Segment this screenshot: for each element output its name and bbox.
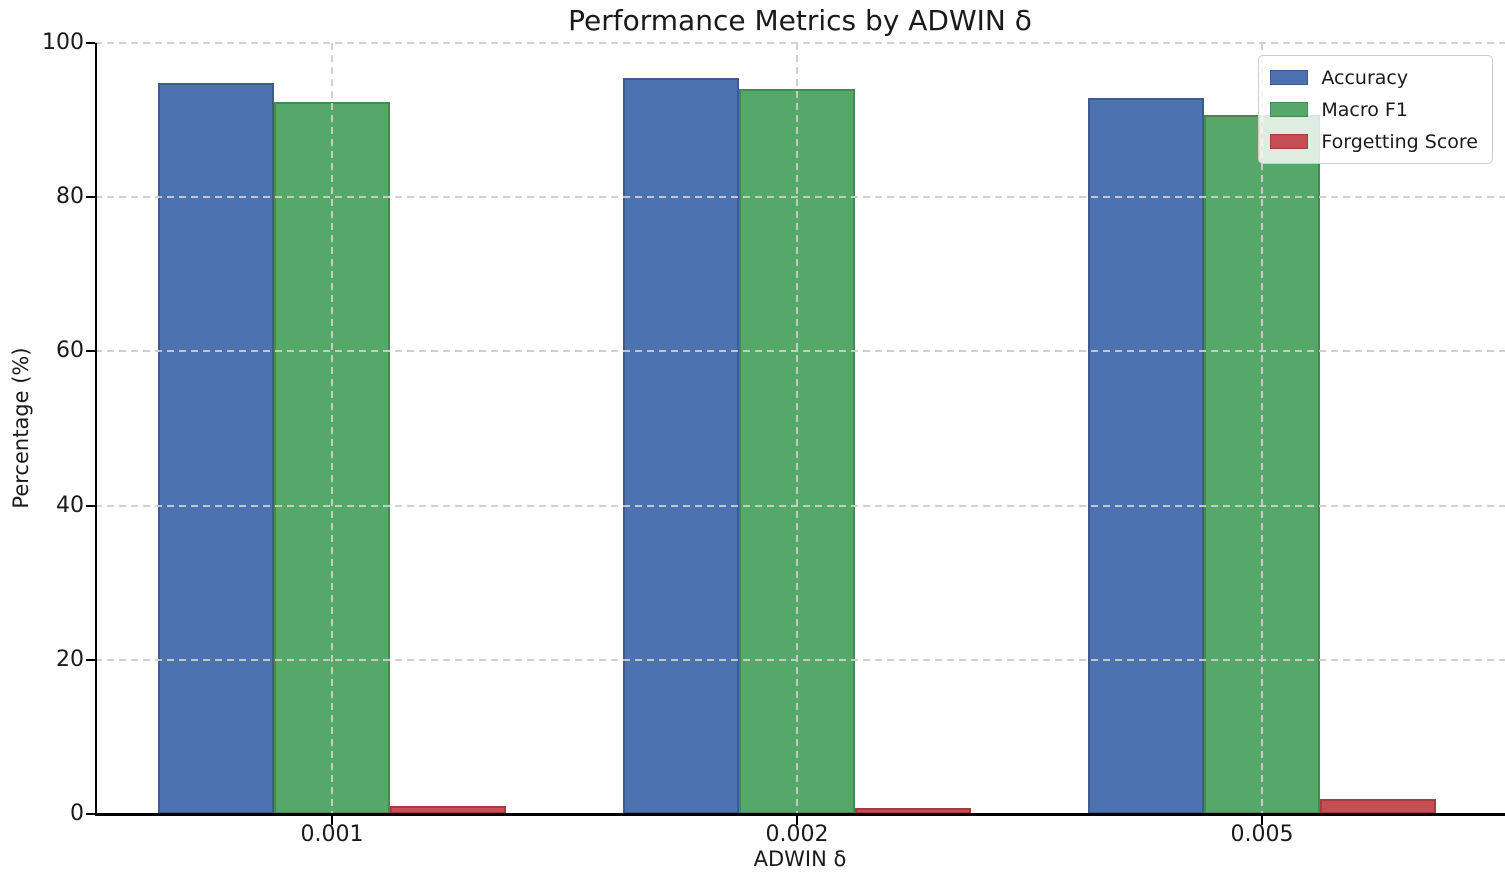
legend-item-accuracy: Accuracy [1270,65,1478,90]
y-tick-mark [86,196,95,198]
y-axis-spine [95,43,97,816]
y-tick-label: 80 [56,184,84,209]
legend-item-macro-f1: Macro F1 [1270,97,1478,122]
y-tick-mark [86,505,95,507]
y-tick-label: 0 [70,801,84,826]
bar-accuracy-0.001 [158,83,274,814]
chart-title: Performance Metrics by ADWIN δ [568,4,1032,37]
bar-macro-f1-0.005 [1204,115,1320,814]
bar-macro-f1-0.001 [274,102,390,814]
x-tick-label: 0.002 [765,822,829,847]
y-tick-mark [86,813,95,815]
y-tick-mark [86,659,95,661]
x-axis-spine [95,813,1505,816]
y-tick-label: 40 [56,493,84,518]
gridline-horizontal-100 [95,42,1505,44]
y-tick-label: 100 [42,30,84,55]
y-tick-mark [86,350,95,352]
x-axis-label: ADWIN δ [753,847,847,871]
x-tick-label: 0.005 [1230,822,1294,847]
legend-item-forgetting-score: Forgetting Score [1270,129,1478,154]
y-tick-label: 60 [56,338,84,363]
macro-f1-swatch-icon [1270,102,1309,117]
legend-label: Forgetting Score [1321,130,1478,153]
legend-label: Accuracy [1321,66,1409,89]
forgetting-score-swatch-icon [1270,134,1309,149]
bar-accuracy-0.005 [1088,98,1204,814]
x-tick-mark [796,816,798,825]
x-tick-label: 0.001 [300,822,364,847]
accuracy-swatch-icon [1270,70,1309,85]
legend-label: Macro F1 [1321,98,1408,121]
y-tick-mark [86,42,95,44]
x-tick-mark [1261,816,1263,825]
bar-forgetting-score-0.005 [1320,799,1436,814]
legend: Accuracy Macro F1 Forgetting Score [1258,55,1493,164]
bar-accuracy-0.002 [623,78,739,814]
y-axis-label: Percentage (%) [9,347,33,509]
x-tick-mark [331,816,333,825]
bar-macro-f1-0.002 [739,89,855,814]
y-tick-label: 20 [56,647,84,672]
